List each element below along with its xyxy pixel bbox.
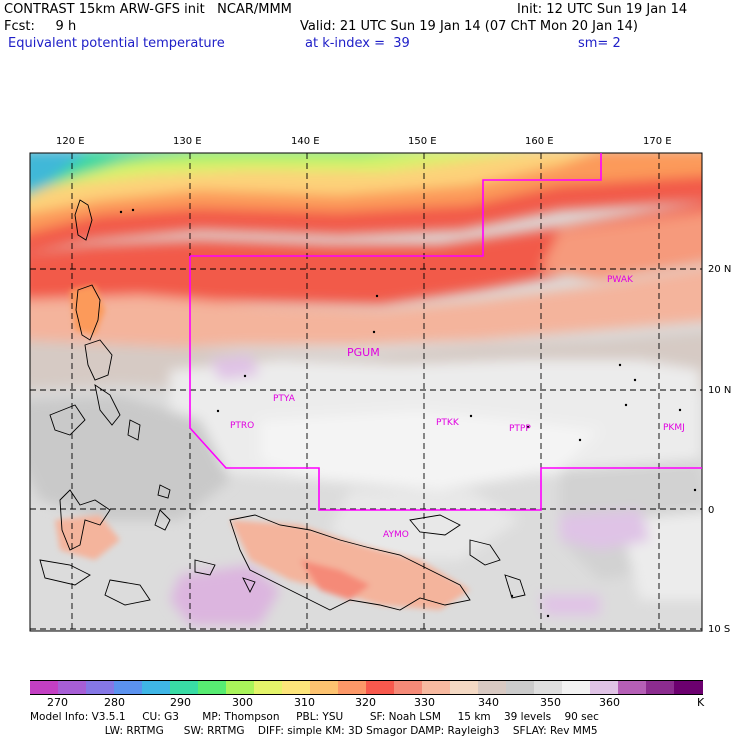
- lat-label: 10 S: [708, 624, 731, 635]
- colorbar-label: 350: [540, 696, 561, 709]
- station-ptpp: PTPP: [509, 424, 531, 434]
- colorbar-swatch: [534, 680, 563, 695]
- colorbar-swatch: [366, 680, 395, 695]
- graticule: [30, 153, 702, 631]
- colorbar-swatch: [506, 680, 535, 695]
- colorbar-label: 300: [232, 696, 253, 709]
- model-info-line1: Model Info: V3.5.1 CU: G3 MP: Thompson P…: [30, 711, 599, 723]
- colorbar-label: 330: [414, 696, 435, 709]
- small-islands: [119, 208, 697, 618]
- colorbar-swatch: [394, 680, 423, 695]
- header-title: CONTRAST 15km ARW-GFS init NCAR/MMM: [4, 2, 292, 17]
- smoothing-label: sm= 2: [578, 36, 621, 51]
- colorbar-swatch: [338, 680, 367, 695]
- colorbar-swatch: [618, 680, 647, 695]
- colorbar-swatch: [170, 680, 199, 695]
- colorbar-swatch: [478, 680, 507, 695]
- colorbar-label: 290: [170, 696, 191, 709]
- colorbar-swatch: [86, 680, 115, 695]
- colorbar-swatch: [646, 680, 675, 695]
- colorbar-swatch: [30, 680, 59, 695]
- colorbar-label: 270: [47, 696, 68, 709]
- lon-label: 160 E: [525, 136, 554, 147]
- colorbar-swatch: [142, 680, 171, 695]
- colorbar-swatch: [254, 680, 283, 695]
- lon-label: 120 E: [56, 136, 85, 147]
- lat-label: 0: [708, 505, 715, 516]
- station-pkmj: PKMJ: [663, 423, 685, 433]
- header-valid-time: Valid: 21 UTC Sun 19 Jan 14 (07 ChT Mon …: [300, 19, 638, 34]
- station-pwak: PWAK: [607, 275, 634, 285]
- station-ptro: PTRO: [230, 421, 254, 431]
- station-ptkk: PTKK: [436, 418, 460, 428]
- colorbar-swatch: [114, 680, 143, 695]
- level-index: at k-index = 39: [305, 36, 410, 51]
- lat-label: 20 N: [708, 264, 732, 275]
- coastlines: [39, 199, 526, 611]
- region-boundary: [190, 153, 602, 257]
- colorbar-label: 340: [478, 696, 499, 709]
- lon-label: 140 E: [291, 136, 320, 147]
- header-forecast-hour: Fcst: 9 h: [4, 19, 77, 34]
- lon-label: 150 E: [408, 136, 437, 147]
- station-aymo: AYMO: [383, 530, 409, 540]
- region-boundary: [189, 256, 702, 511]
- colorbar-label: 280: [104, 696, 125, 709]
- colorbar-label: 310: [294, 696, 315, 709]
- field-name: Equivalent potential temperature: [8, 36, 225, 51]
- map-frame: [29, 152, 703, 632]
- lon-label: 130 E: [173, 136, 202, 147]
- colorbar-swatch: [590, 680, 619, 695]
- model-info-line2: LW: RRTMG SW: RRTMG DIFF: simple KM: 3D …: [8, 725, 598, 737]
- colorbar-swatch: [674, 680, 703, 695]
- header-init-time: Init: 12 UTC Sun 19 Jan 14: [517, 2, 688, 17]
- temperature-field: [30, 153, 702, 631]
- lon-label: 170 E: [643, 136, 672, 147]
- station-pgum: PGUM: [347, 346, 380, 359]
- lat-label: 10 N: [708, 385, 732, 396]
- colorbar-swatch: [422, 680, 451, 695]
- colorbar-swatch: [310, 680, 339, 695]
- colorbar-unit: K: [697, 696, 705, 709]
- station-ptya: PTYA: [273, 394, 296, 404]
- colorbar-label: 360: [599, 696, 620, 709]
- colorbar-swatch: [562, 680, 591, 695]
- colorbar-swatch: [450, 680, 479, 695]
- colorbar-label: 320: [355, 696, 376, 709]
- colorbar-swatch: [58, 680, 87, 695]
- colorbar-swatch: [226, 680, 255, 695]
- colorbar-swatch: [198, 680, 227, 695]
- colorbar-swatch: [282, 680, 311, 695]
